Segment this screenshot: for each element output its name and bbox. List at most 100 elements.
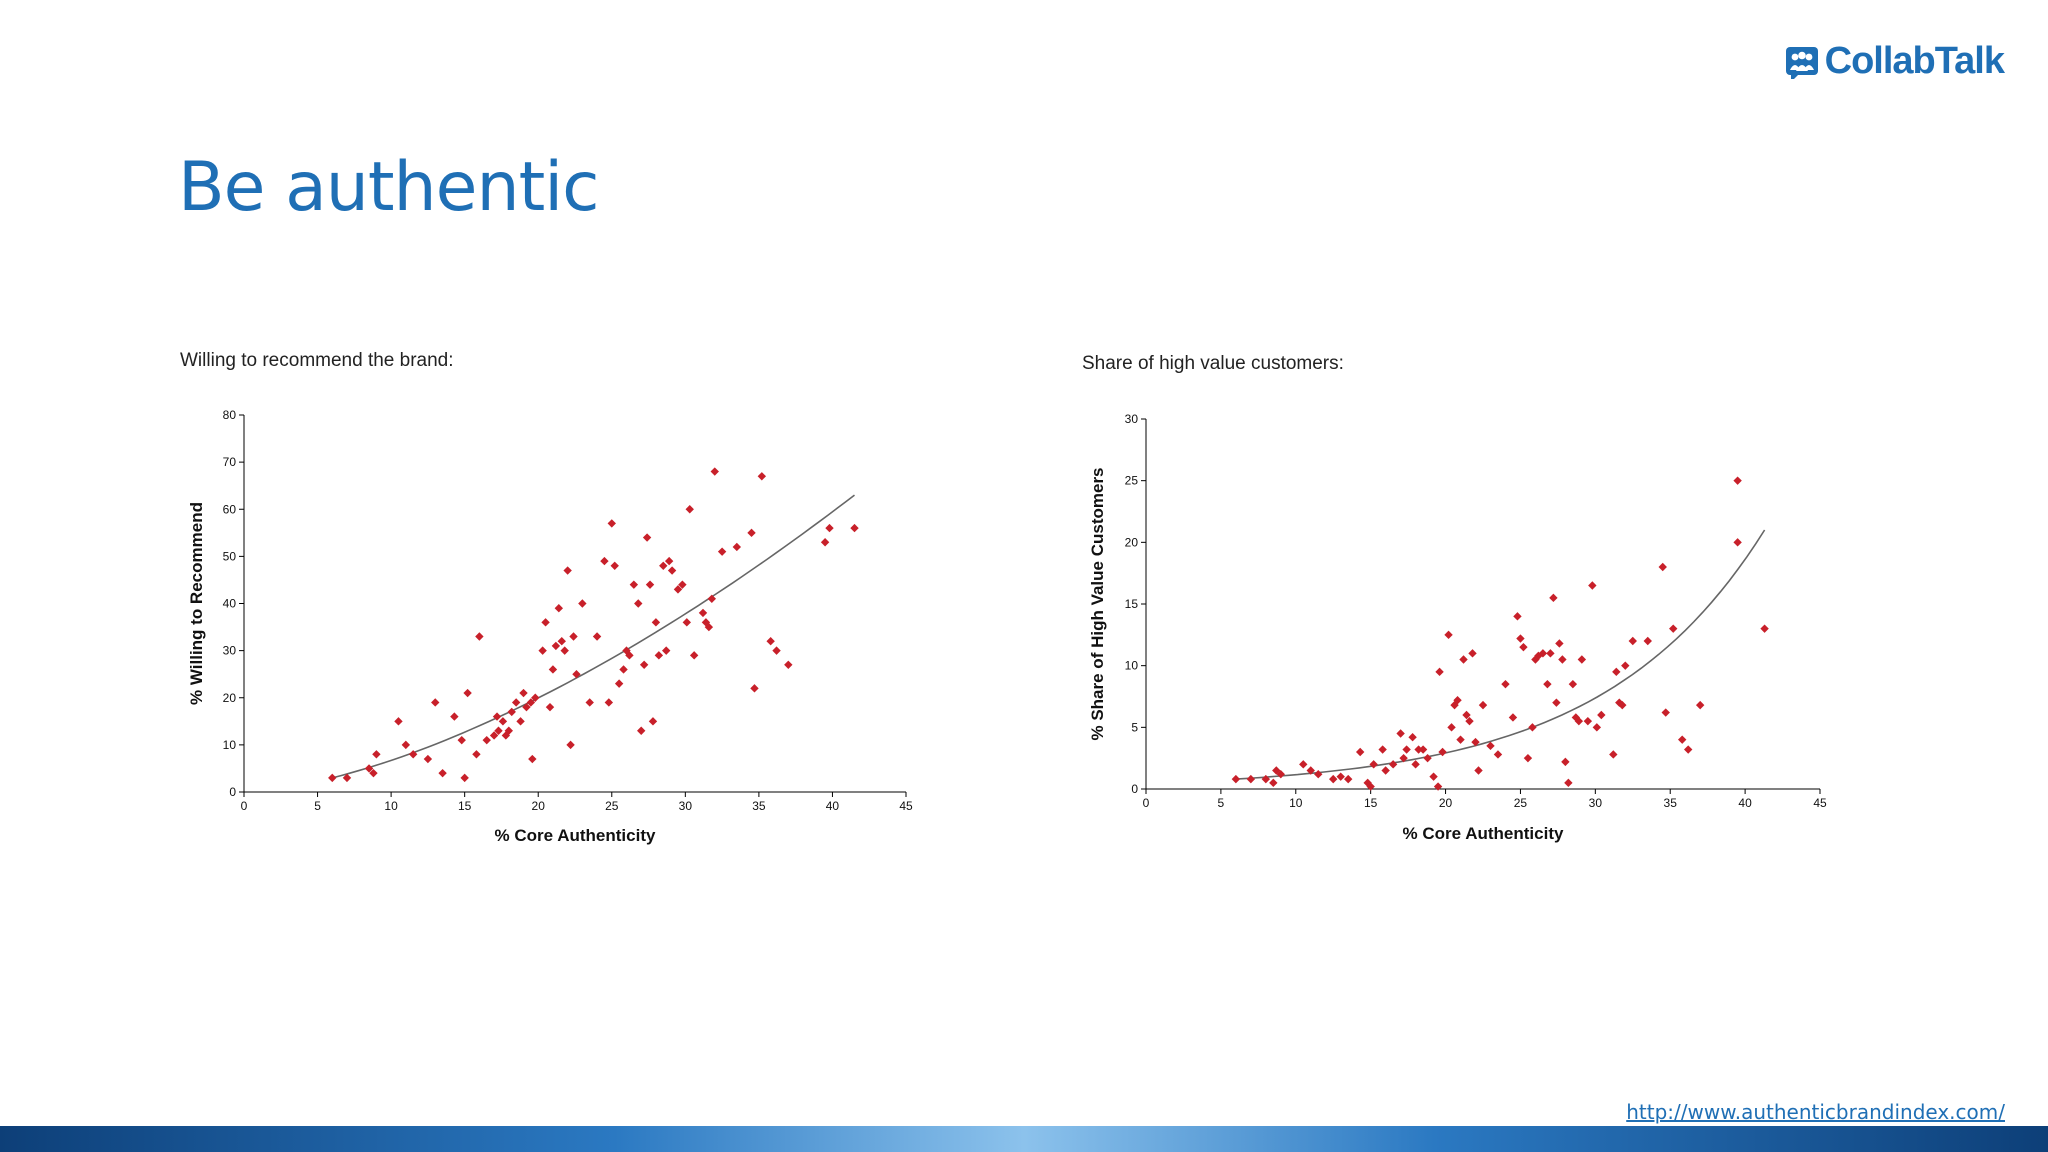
x-tick-label: 15 <box>1364 796 1378 810</box>
data-point <box>1486 741 1495 751</box>
footer-bar <box>0 1126 2048 1152</box>
data-point <box>747 528 756 538</box>
data-point <box>1683 745 1693 754</box>
data-point <box>519 688 528 698</box>
data-point <box>704 622 714 632</box>
data-point <box>1564 778 1573 788</box>
data-point <box>1471 737 1480 747</box>
y-tick-label: 80 <box>223 408 237 422</box>
data-point <box>560 646 569 655</box>
data-point <box>1643 636 1652 646</box>
data-point <box>1695 700 1705 710</box>
x-tick-label: 30 <box>1589 796 1603 810</box>
data-point <box>457 735 466 745</box>
data-point <box>1418 745 1428 754</box>
data-point <box>614 679 624 688</box>
data-point <box>682 618 692 627</box>
data-point <box>1568 679 1578 689</box>
data-point <box>1588 581 1597 590</box>
data-point <box>538 646 547 655</box>
data-point <box>1609 750 1618 759</box>
data-point <box>1423 753 1432 763</box>
data-point <box>1583 716 1593 726</box>
x-tick-label: 5 <box>1218 796 1225 810</box>
data-point <box>369 768 378 778</box>
data-point <box>1246 774 1256 784</box>
data-point <box>1411 760 1420 769</box>
data-point <box>648 717 658 726</box>
x-tick-label: 0 <box>1143 796 1150 810</box>
chart-caption-high-value: Share of high value customers: <box>1082 353 1344 374</box>
y-axis-title: % Willing to Recommend <box>187 502 206 705</box>
data-point <box>1574 716 1584 726</box>
y-tick-label: 70 <box>223 455 237 469</box>
data-point <box>1513 612 1522 621</box>
data-point <box>541 618 550 627</box>
x-tick-label: 25 <box>1514 796 1528 810</box>
data-point <box>662 646 671 655</box>
data-point <box>1388 760 1398 769</box>
data-point <box>1478 700 1488 710</box>
data-point <box>578 599 587 608</box>
y-tick-label: 0 <box>229 785 236 799</box>
data-point <box>372 750 381 759</box>
data-point <box>423 754 433 764</box>
data-point <box>328 773 337 783</box>
data-point <box>438 768 447 778</box>
data-point <box>531 693 540 702</box>
data-point <box>619 665 628 674</box>
data-point <box>645 580 655 589</box>
y-tick-label: 10 <box>1125 659 1139 673</box>
y-tick-label: 0 <box>1131 782 1138 796</box>
scatter-chart-high-value: 0 5 10 15 20 25 30 0 5 10 15 20 25 30 35 40 45 % Core Aut… <box>1088 412 1827 843</box>
data-point <box>820 538 830 547</box>
data-point <box>701 618 711 627</box>
data-point <box>1438 747 1447 757</box>
data-point <box>1369 760 1378 769</box>
data-point <box>757 472 767 481</box>
data-point <box>1501 679 1510 689</box>
data-point <box>600 556 609 566</box>
data-point <box>450 712 459 721</box>
x-tick-label: 45 <box>899 799 913 813</box>
data-point <box>1577 655 1587 664</box>
source-link[interactable]: http://www.authenticbrandindex.com/ <box>1626 1100 2005 1124</box>
data-point <box>1508 713 1518 722</box>
x-tick-label: 15 <box>458 799 472 813</box>
y-tick-label: 15 <box>1125 597 1139 611</box>
data-point <box>563 566 572 575</box>
data-point <box>1468 649 1477 658</box>
data-point <box>637 726 646 735</box>
data-point <box>1612 667 1621 677</box>
data-point <box>548 665 558 674</box>
data-point <box>401 740 411 750</box>
data-point <box>460 773 469 783</box>
trendline <box>1235 529 1766 780</box>
data-point <box>689 651 699 660</box>
data-point <box>1555 639 1564 648</box>
data-point <box>1474 766 1483 775</box>
data-point <box>394 717 403 726</box>
data-point <box>569 632 578 641</box>
data-point <box>592 632 602 641</box>
data-point <box>1231 774 1241 784</box>
data-point <box>1459 655 1468 664</box>
data-point <box>1355 747 1365 757</box>
data-point <box>707 594 717 603</box>
data-point <box>1366 782 1375 791</box>
trendline <box>332 494 855 779</box>
data-point <box>607 519 616 528</box>
data-point <box>642 533 652 542</box>
x-tick-label: 45 <box>1813 796 1827 810</box>
data-point <box>610 561 619 570</box>
x-tick-label: 40 <box>1738 796 1752 810</box>
data-point <box>431 698 440 707</box>
data-point <box>1519 642 1528 652</box>
data-point <box>1456 735 1465 744</box>
data-point <box>585 698 594 707</box>
data-point <box>750 684 759 693</box>
data-point <box>1628 636 1637 646</box>
data-point <box>1408 733 1417 742</box>
data-point <box>1661 708 1670 717</box>
data-point <box>1314 770 1323 779</box>
